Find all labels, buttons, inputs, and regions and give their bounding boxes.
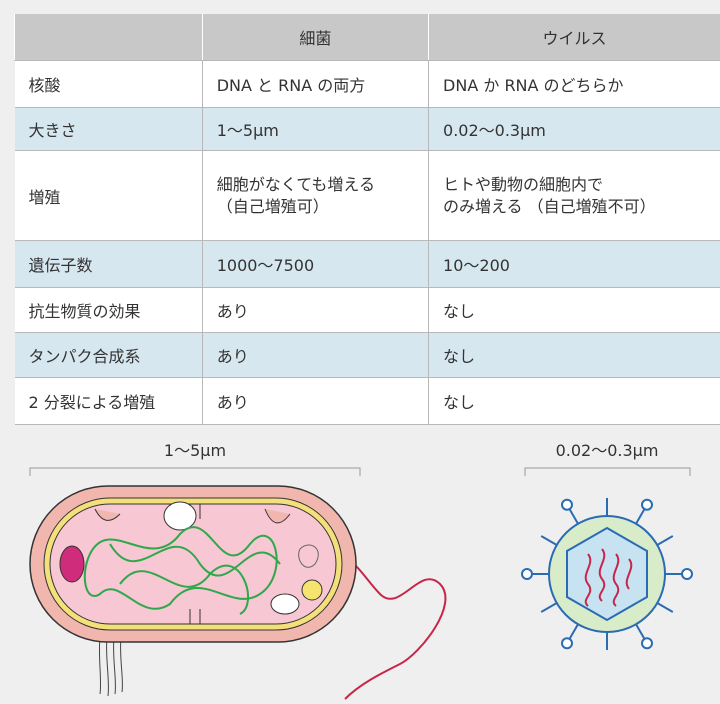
table-cell: DNA か RNA のどちらか xyxy=(428,60,720,108)
scale-bar xyxy=(29,467,361,476)
table-cell: 細胞がなくても増える （自己増殖可） xyxy=(201,150,429,241)
cell-line: のみ増える （自己増殖不可） xyxy=(443,196,656,216)
header-cell: ウイルス xyxy=(428,14,720,61)
row-label: 2 分裂による増殖 xyxy=(14,377,203,425)
spike-tip xyxy=(561,498,573,511)
cell-line: 細胞がなくても増える xyxy=(216,174,375,194)
scale-bar xyxy=(524,467,691,476)
row-label: 遺伝子数 xyxy=(14,240,203,288)
virus-scale-label: 0.02〜0.3μm xyxy=(556,441,659,460)
spike xyxy=(656,602,674,613)
table-row: 抗生物質の効果 あり なし xyxy=(14,287,720,333)
table-cell: なし xyxy=(428,287,720,333)
spike-tip xyxy=(681,568,693,580)
cell-line: （自己増殖可） xyxy=(216,196,329,216)
row-label: 増殖 xyxy=(14,150,203,241)
header-cell: 細菌 xyxy=(201,14,429,61)
spike xyxy=(568,623,579,641)
spike-tip xyxy=(641,498,653,511)
table-cell: 1〜5μm xyxy=(201,107,429,151)
table-row: 遺伝子数 1000〜7500 10〜200 xyxy=(14,240,720,288)
header-row: 細菌 ウイルス xyxy=(14,14,720,61)
spike xyxy=(540,535,558,546)
spike xyxy=(656,535,674,546)
virus xyxy=(521,498,693,650)
table-cell: なし xyxy=(428,377,720,425)
table-cell: 10〜200 xyxy=(428,240,720,288)
table-row: タンパク合成系 あり なし xyxy=(14,332,720,378)
bacterium xyxy=(29,485,447,700)
comparison-table: 細菌 ウイルス 核酸 DNA と RNA の両方 DNA か RNA のどちらか 大きさ… xyxy=(14,14,720,425)
table-cell: 1000〜7500 xyxy=(201,240,429,288)
table-cell: DNA と RNA の両方 xyxy=(201,60,429,108)
row-label: 核酸 xyxy=(14,60,203,108)
table-cell: ヒトや動物の細胞内で のみ増える （自己増殖不可） xyxy=(428,150,720,241)
spike xyxy=(568,507,579,525)
spike xyxy=(635,507,646,525)
table-row: 2 分裂による増殖 あり なし xyxy=(14,377,720,425)
table-row: 増殖 細胞がなくても増える （自己増殖可） ヒトや動物の細胞内で のみ増える （自己増殖… xyxy=(14,150,720,241)
table-cell: あり xyxy=(201,287,429,333)
table-cell: なし xyxy=(428,332,720,378)
spike-tip xyxy=(641,637,653,650)
table-cell: 0.02〜0.3μm xyxy=(428,107,720,151)
row-label: 抗生物質の効果 xyxy=(14,287,203,333)
row-label: タンパク合成系 xyxy=(14,332,203,378)
cell-line: ヒトや動物の細胞内で xyxy=(443,174,604,194)
table-cell: あり xyxy=(201,332,429,378)
spike-tip xyxy=(561,637,573,650)
table-row: 大きさ 1〜5μm 0.02〜0.3μm xyxy=(14,107,720,151)
table-row: 核酸 DNA と RNA の両方 DNA か RNA のどちらか xyxy=(14,60,720,108)
illustration: 1〜5μm 0.02〜0.3μm xyxy=(29,441,693,700)
spike xyxy=(635,623,646,641)
row-label: 大きさ xyxy=(14,107,203,151)
table-cell: あり xyxy=(201,377,429,425)
spike-tip xyxy=(521,568,533,580)
header-corner xyxy=(14,14,203,61)
spike xyxy=(540,602,558,613)
bacteria-scale-label: 1〜5μm xyxy=(164,441,226,460)
